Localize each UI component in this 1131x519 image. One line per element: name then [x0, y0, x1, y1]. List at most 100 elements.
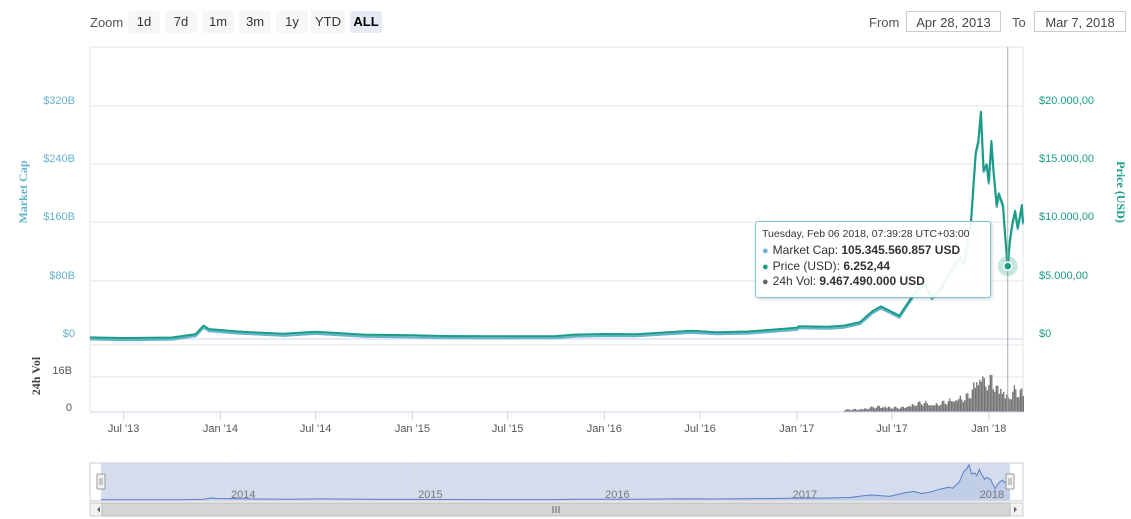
- volume-bar: [877, 405, 879, 412]
- navigator-line: [101, 463, 1011, 501]
- volume-bar: [991, 375, 993, 412]
- volume-bar: [926, 403, 928, 412]
- volume-bar: [857, 409, 859, 412]
- x-tick-label: Jul '13: [108, 423, 139, 435]
- volume-bar: [980, 381, 982, 412]
- volume-bar: [928, 405, 930, 412]
- volume-bar: [850, 410, 852, 412]
- market-cap-tick-label: $160B: [43, 211, 75, 223]
- volume-bar: [844, 410, 846, 412]
- volume-bar: [1012, 391, 1014, 412]
- volume-bar: [931, 405, 933, 412]
- to-date-input[interactable]: Mar 7, 2018: [1034, 11, 1126, 32]
- tooltip-price-value: 6.252,44: [843, 258, 891, 273]
- tooltip-volume-value: 9.467.490.000 USD: [819, 274, 925, 288]
- zoom-1d-button[interactable]: 1d: [128, 11, 160, 33]
- volume-bar: [974, 387, 976, 412]
- zoom-1y-button[interactable]: 1y: [276, 11, 308, 33]
- navigator[interactable]: 2014 2015 2016 2017 2018: [89, 462, 1024, 517]
- volume-bar: [856, 409, 858, 412]
- price-tick-label: $20.000,00: [1039, 95, 1094, 107]
- price-axis-title: Price (USD): [1114, 161, 1128, 223]
- tooltip-row-volume: ● 24h Vol: 9.467.490.000 USD: [762, 274, 984, 290]
- volume-bar: [985, 386, 987, 412]
- tooltip-row-price: ● Price (USD): 6.252,44: [762, 259, 984, 275]
- volume-bar: [919, 401, 921, 412]
- x-tick-label: Jul '16: [684, 423, 715, 435]
- volume-bar: [937, 404, 939, 412]
- tooltip-market-cap-label: Market Cap:: [772, 243, 839, 257]
- volume-bar: [875, 407, 877, 412]
- tooltip-volume-label: 24h Vol:: [772, 274, 817, 288]
- volume-bar: [959, 395, 961, 412]
- x-tick-label: Jan '15: [395, 423, 430, 435]
- scroll-left-arrow-icon: [97, 506, 100, 513]
- volume-bar: [859, 409, 861, 412]
- price-line: [89, 110, 1024, 339]
- volume-bar: [962, 402, 964, 412]
- volume-tick-label: 0: [66, 402, 72, 414]
- navigator-year-label: 2014: [231, 489, 255, 501]
- market-cap-tick-label: $0: [63, 328, 75, 340]
- to-label: To: [1012, 15, 1026, 30]
- volume-bar: [938, 405, 940, 412]
- price-dot-icon: ●: [762, 260, 769, 273]
- zoom-3m-button[interactable]: 3m: [239, 11, 271, 33]
- volume-bar: [940, 404, 942, 412]
- volume-bar: [892, 408, 894, 412]
- volume-bar: [911, 404, 913, 412]
- axes: $0 $80B $160B $240B $320B $0 $5.000,00 $10.000,…: [16, 95, 1128, 435]
- volume-bar: [898, 409, 900, 412]
- volume-dot-icon: ●: [762, 276, 769, 288]
- volume-bar: [1015, 389, 1017, 412]
- from-date-input[interactable]: Apr 28, 2013: [906, 11, 1001, 32]
- navigator-area: [101, 464, 1010, 500]
- volume-bar: [878, 405, 880, 412]
- volume-bar: [925, 400, 927, 412]
- volume-bar: [920, 404, 922, 412]
- volume-tick-label: 16B: [52, 365, 72, 377]
- volume-bar: [907, 406, 909, 412]
- volume-bar: [961, 399, 963, 412]
- volume-bar: [916, 405, 918, 412]
- volume-bar: [922, 405, 924, 412]
- x-tick-label: Jan '16: [587, 423, 622, 435]
- volume-bar: [865, 408, 867, 412]
- volume-bar: [977, 385, 979, 412]
- market-cap-tick-label: $240B: [43, 153, 75, 165]
- zoom-all-button[interactable]: ALL: [350, 11, 382, 33]
- volume-bar: [1000, 388, 1002, 412]
- volume-bar: [932, 405, 934, 412]
- volume-bar: [1013, 385, 1015, 412]
- zoom-ytd-button[interactable]: YTD: [311, 11, 345, 33]
- market-cap-axis-title: Market Cap: [16, 160, 30, 223]
- price-tick-label: $0: [1039, 328, 1051, 340]
- volume-bar: [1009, 399, 1011, 412]
- volume-bar: [896, 408, 898, 412]
- volume-bar: [995, 385, 997, 412]
- zoom-1m-button[interactable]: 1m: [202, 11, 234, 33]
- volume-bar: [983, 378, 985, 412]
- navigator-right-handle: [1005, 473, 1015, 490]
- x-tick-label: Jul '14: [300, 423, 331, 435]
- volume-bar: [943, 400, 945, 412]
- x-tick-label: Jan '14: [203, 423, 238, 435]
- volume-bar: [910, 406, 912, 412]
- volume-bar: [989, 374, 991, 412]
- zoom-7d-button[interactable]: 7d: [165, 11, 197, 33]
- volume-bar: [872, 407, 874, 412]
- tooltip-row-market-cap: ● Market Cap: 105.345.560.857 USD: [762, 243, 984, 259]
- volume-bar: [890, 408, 892, 412]
- volume-bar: [979, 379, 981, 412]
- navigator-year-label: 2018: [980, 489, 1004, 501]
- volume-bar: [973, 382, 975, 412]
- volume-bar: [860, 408, 862, 412]
- volume-bar: [1019, 389, 1021, 412]
- volume-bar: [905, 407, 907, 412]
- tooltip-price-label: Price (USD):: [772, 258, 840, 273]
- volume-bar: [848, 409, 850, 412]
- volume-bar: [881, 407, 883, 412]
- price-tick-label: $10.000,00: [1039, 211, 1094, 223]
- volume-series: [844, 374, 1024, 412]
